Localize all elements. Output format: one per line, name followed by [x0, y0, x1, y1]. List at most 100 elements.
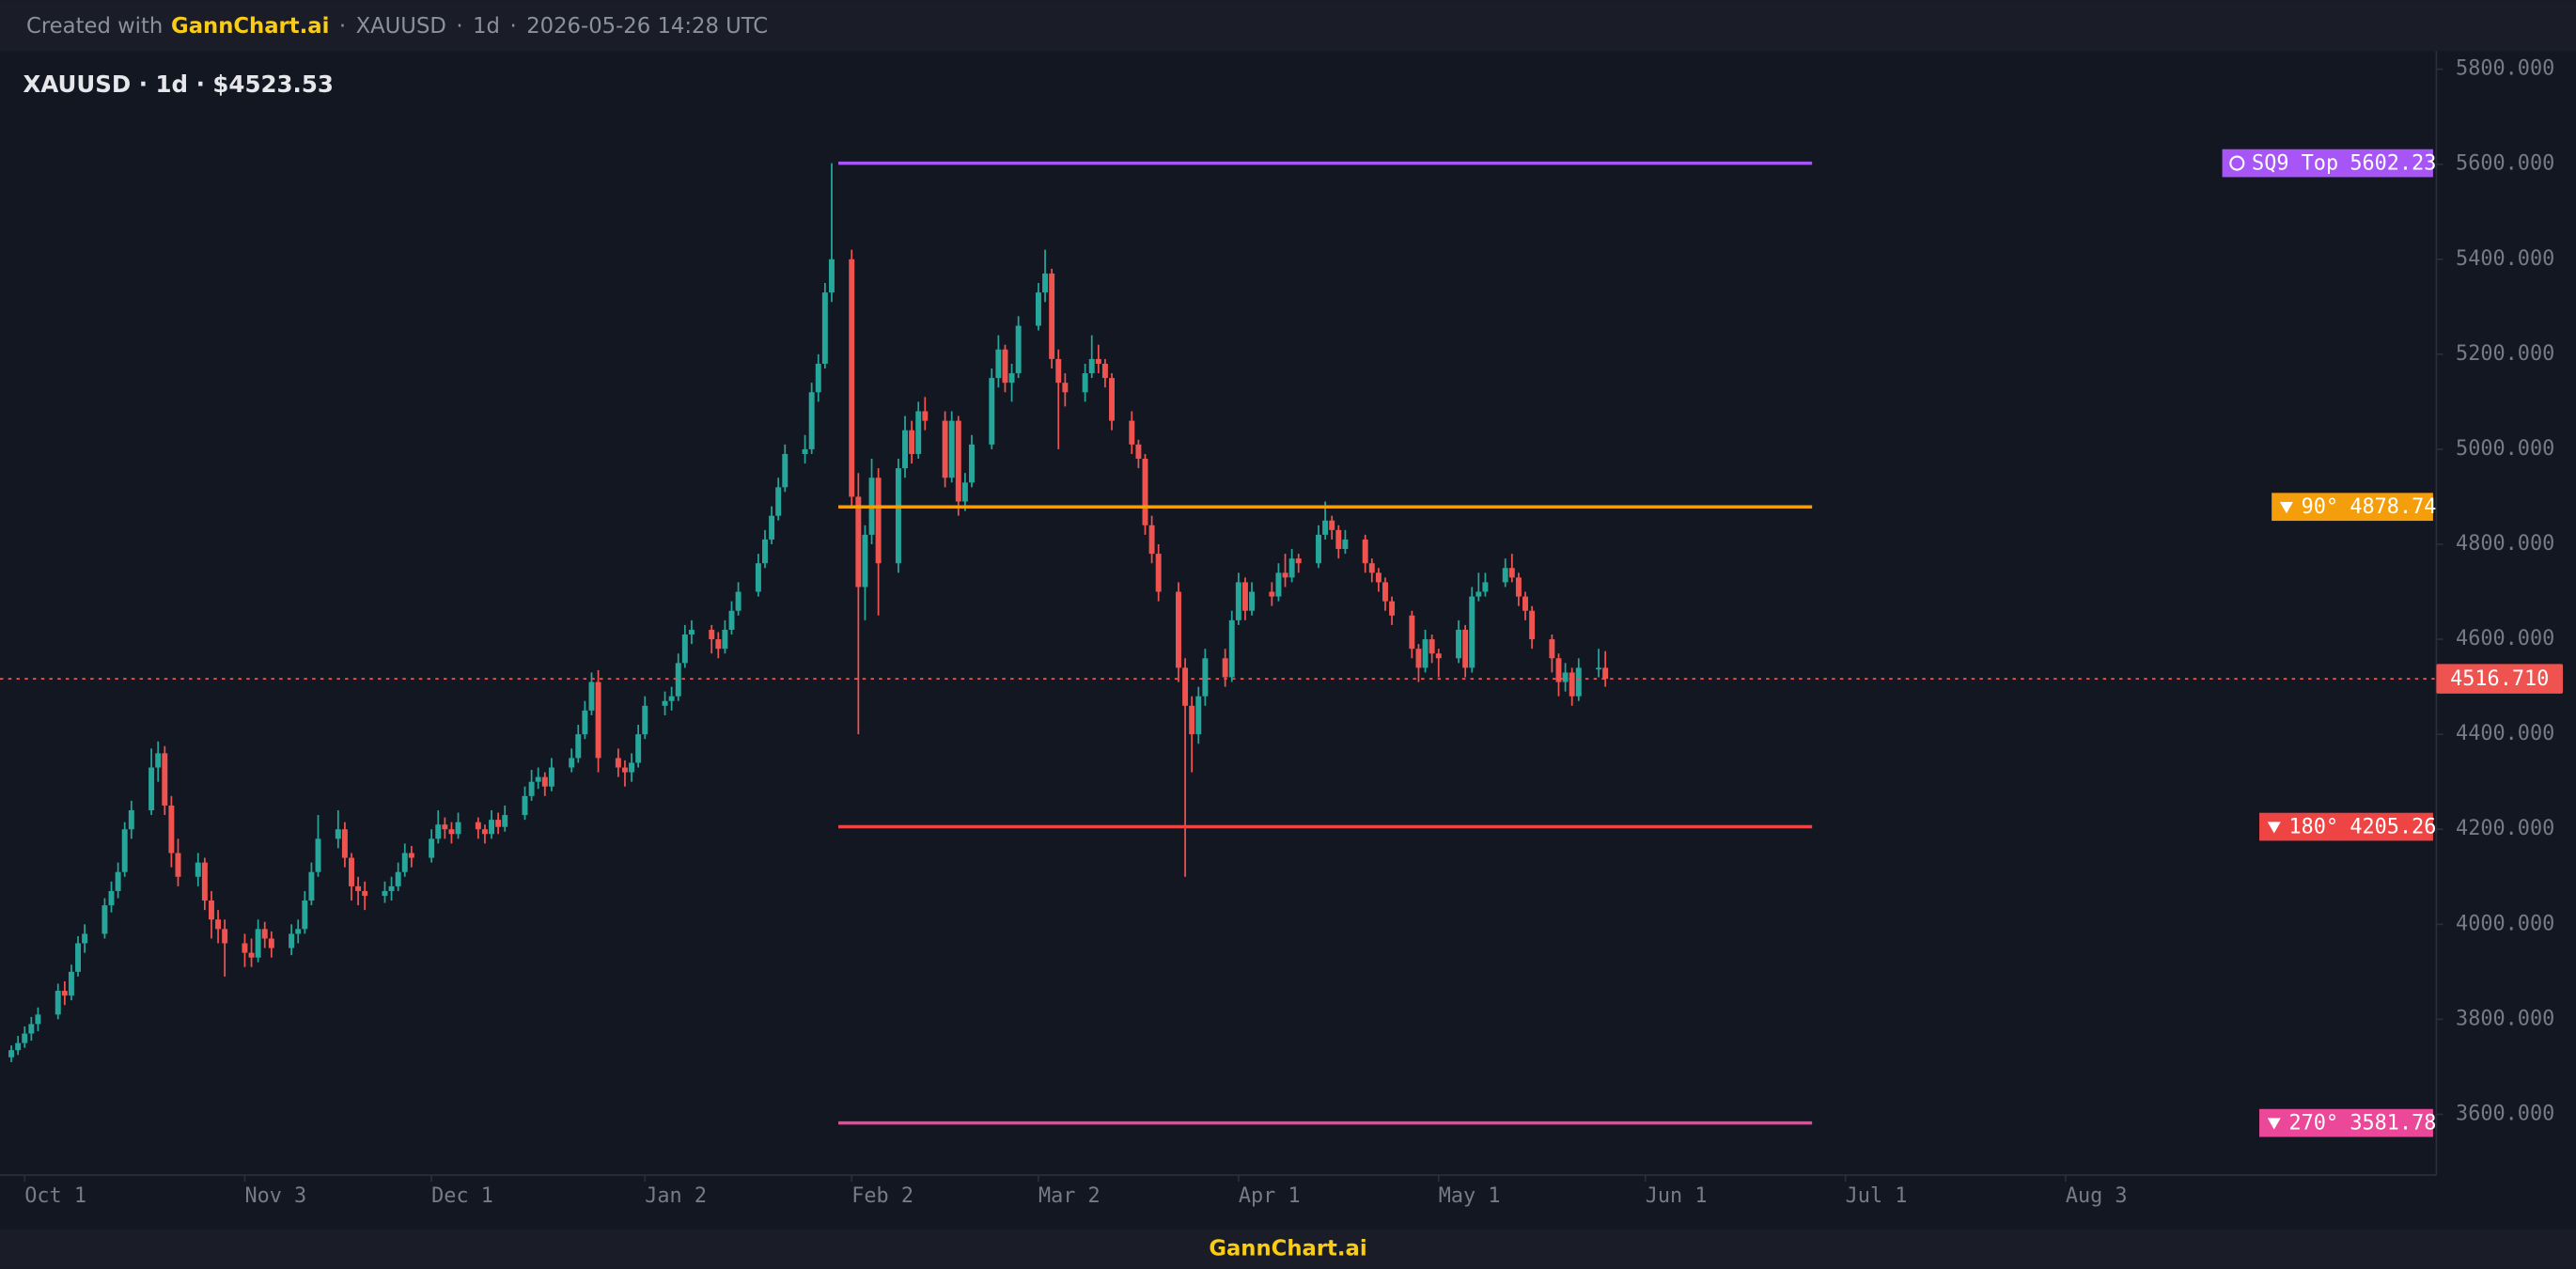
candle-body	[709, 629, 715, 640]
candle-body	[1035, 292, 1041, 326]
candle-body	[1228, 619, 1235, 678]
candle-body	[242, 943, 248, 953]
x-tick-label: May 1	[1439, 1184, 1501, 1208]
candle-body	[355, 885, 362, 891]
level-value: 4205.26	[2350, 815, 2436, 838]
y-tick-label: 5200.000	[2456, 342, 2554, 366]
y-tick-label: 5000.000	[2456, 437, 2554, 461]
last-price-label: 4516.710	[2450, 667, 2549, 691]
candle-body	[502, 815, 508, 827]
candle-body	[201, 862, 208, 901]
candle-body	[909, 430, 915, 454]
candle-body	[629, 762, 635, 773]
candle-body	[815, 363, 821, 393]
y-tick-label: 4000.000	[2456, 912, 2554, 935]
candle-body	[1462, 629, 1469, 668]
level-label: 90° 4878.74	[2272, 493, 2436, 522]
candle-body	[448, 829, 455, 835]
level-name: SQ9 Top	[2252, 151, 2338, 175]
candle-body	[1529, 610, 1536, 640]
candle-body	[55, 991, 61, 1015]
x-tick-label: Jun 1	[1646, 1184, 1708, 1208]
candle-body	[1329, 520, 1335, 530]
candle-body	[1362, 539, 1368, 564]
x-tick-label: Feb 2	[851, 1184, 913, 1208]
y-tick-label: 4800.000	[2456, 532, 2554, 556]
interval: 1d	[473, 14, 500, 39]
candle-body	[395, 871, 401, 886]
candle-body	[582, 710, 588, 735]
candle-body	[1342, 539, 1349, 550]
candle-body	[1415, 649, 1422, 668]
level-label-box	[2272, 493, 2433, 522]
candle-body	[948, 420, 955, 478]
candle-body	[969, 444, 975, 483]
candle-body	[1135, 444, 1142, 460]
y-tick-label: 4200.000	[2456, 817, 2554, 840]
candle-body	[895, 468, 901, 564]
candle-body	[248, 952, 255, 958]
candle-body	[388, 885, 395, 891]
footer: GannChart.ai	[1209, 1236, 1366, 1261]
candle-body	[121, 829, 128, 872]
candle-body	[828, 258, 835, 293]
candle-body	[1456, 629, 1462, 659]
candle-body	[1282, 572, 1288, 578]
candle-body	[168, 805, 175, 854]
y-tick-label: 5400.000	[2456, 247, 2554, 271]
candle-body	[208, 901, 214, 920]
candle-body	[1088, 358, 1095, 374]
x-tick-label: Apr 1	[1239, 1184, 1301, 1208]
candle-body	[1295, 558, 1302, 564]
candle-body	[955, 420, 961, 502]
candle-body	[915, 411, 922, 454]
candle-body	[108, 890, 115, 906]
level-name: 90°	[2302, 495, 2338, 519]
candle-body	[1275, 572, 1282, 597]
candle-body	[621, 767, 628, 773]
candle-body	[1129, 420, 1135, 445]
last-price-box	[2436, 664, 2564, 694]
candle-body	[642, 705, 648, 735]
footer-bar	[0, 1229, 2576, 1269]
candle-body	[1042, 273, 1049, 293]
candle-body	[1435, 653, 1442, 659]
candle-body	[662, 700, 668, 706]
level-icon	[2267, 822, 2281, 834]
candle-body	[1596, 667, 1602, 670]
candle-body	[1555, 658, 1562, 682]
candle-body	[128, 810, 134, 830]
y-tick-label: 5600.000	[2456, 152, 2554, 176]
candle-body	[455, 822, 461, 835]
candle-body	[635, 734, 642, 763]
candle-body	[28, 1024, 35, 1034]
candle-body	[715, 639, 722, 650]
candle-body	[1502, 568, 1508, 583]
candle-body	[855, 496, 862, 588]
candle-body	[541, 776, 548, 787]
candle-body	[681, 634, 688, 664]
candle-body	[775, 487, 782, 516]
candle-body	[215, 919, 222, 930]
candle-body	[148, 767, 155, 811]
candle-body	[1335, 529, 1342, 550]
candle-body	[1269, 591, 1275, 597]
candle-body	[688, 629, 695, 635]
candle-body	[735, 591, 742, 611]
candle-body	[1008, 373, 1015, 384]
candle-body	[849, 258, 855, 497]
timestamp: 2026-05-26 14:28 UTC	[526, 14, 768, 39]
candle-body	[61, 991, 68, 996]
candle-body	[1062, 383, 1069, 393]
level-text: 270° 3581.78	[2289, 1112, 2437, 1136]
level-text: 180° 4205.26	[2289, 815, 2437, 838]
candle-body	[995, 349, 1002, 379]
candle-body	[569, 758, 575, 768]
candle-body	[588, 682, 595, 711]
candle-body	[875, 478, 882, 564]
candle-body	[1015, 325, 1022, 374]
candle-body	[722, 629, 728, 650]
candle-body	[1508, 568, 1515, 578]
level-icon	[2279, 501, 2293, 514]
